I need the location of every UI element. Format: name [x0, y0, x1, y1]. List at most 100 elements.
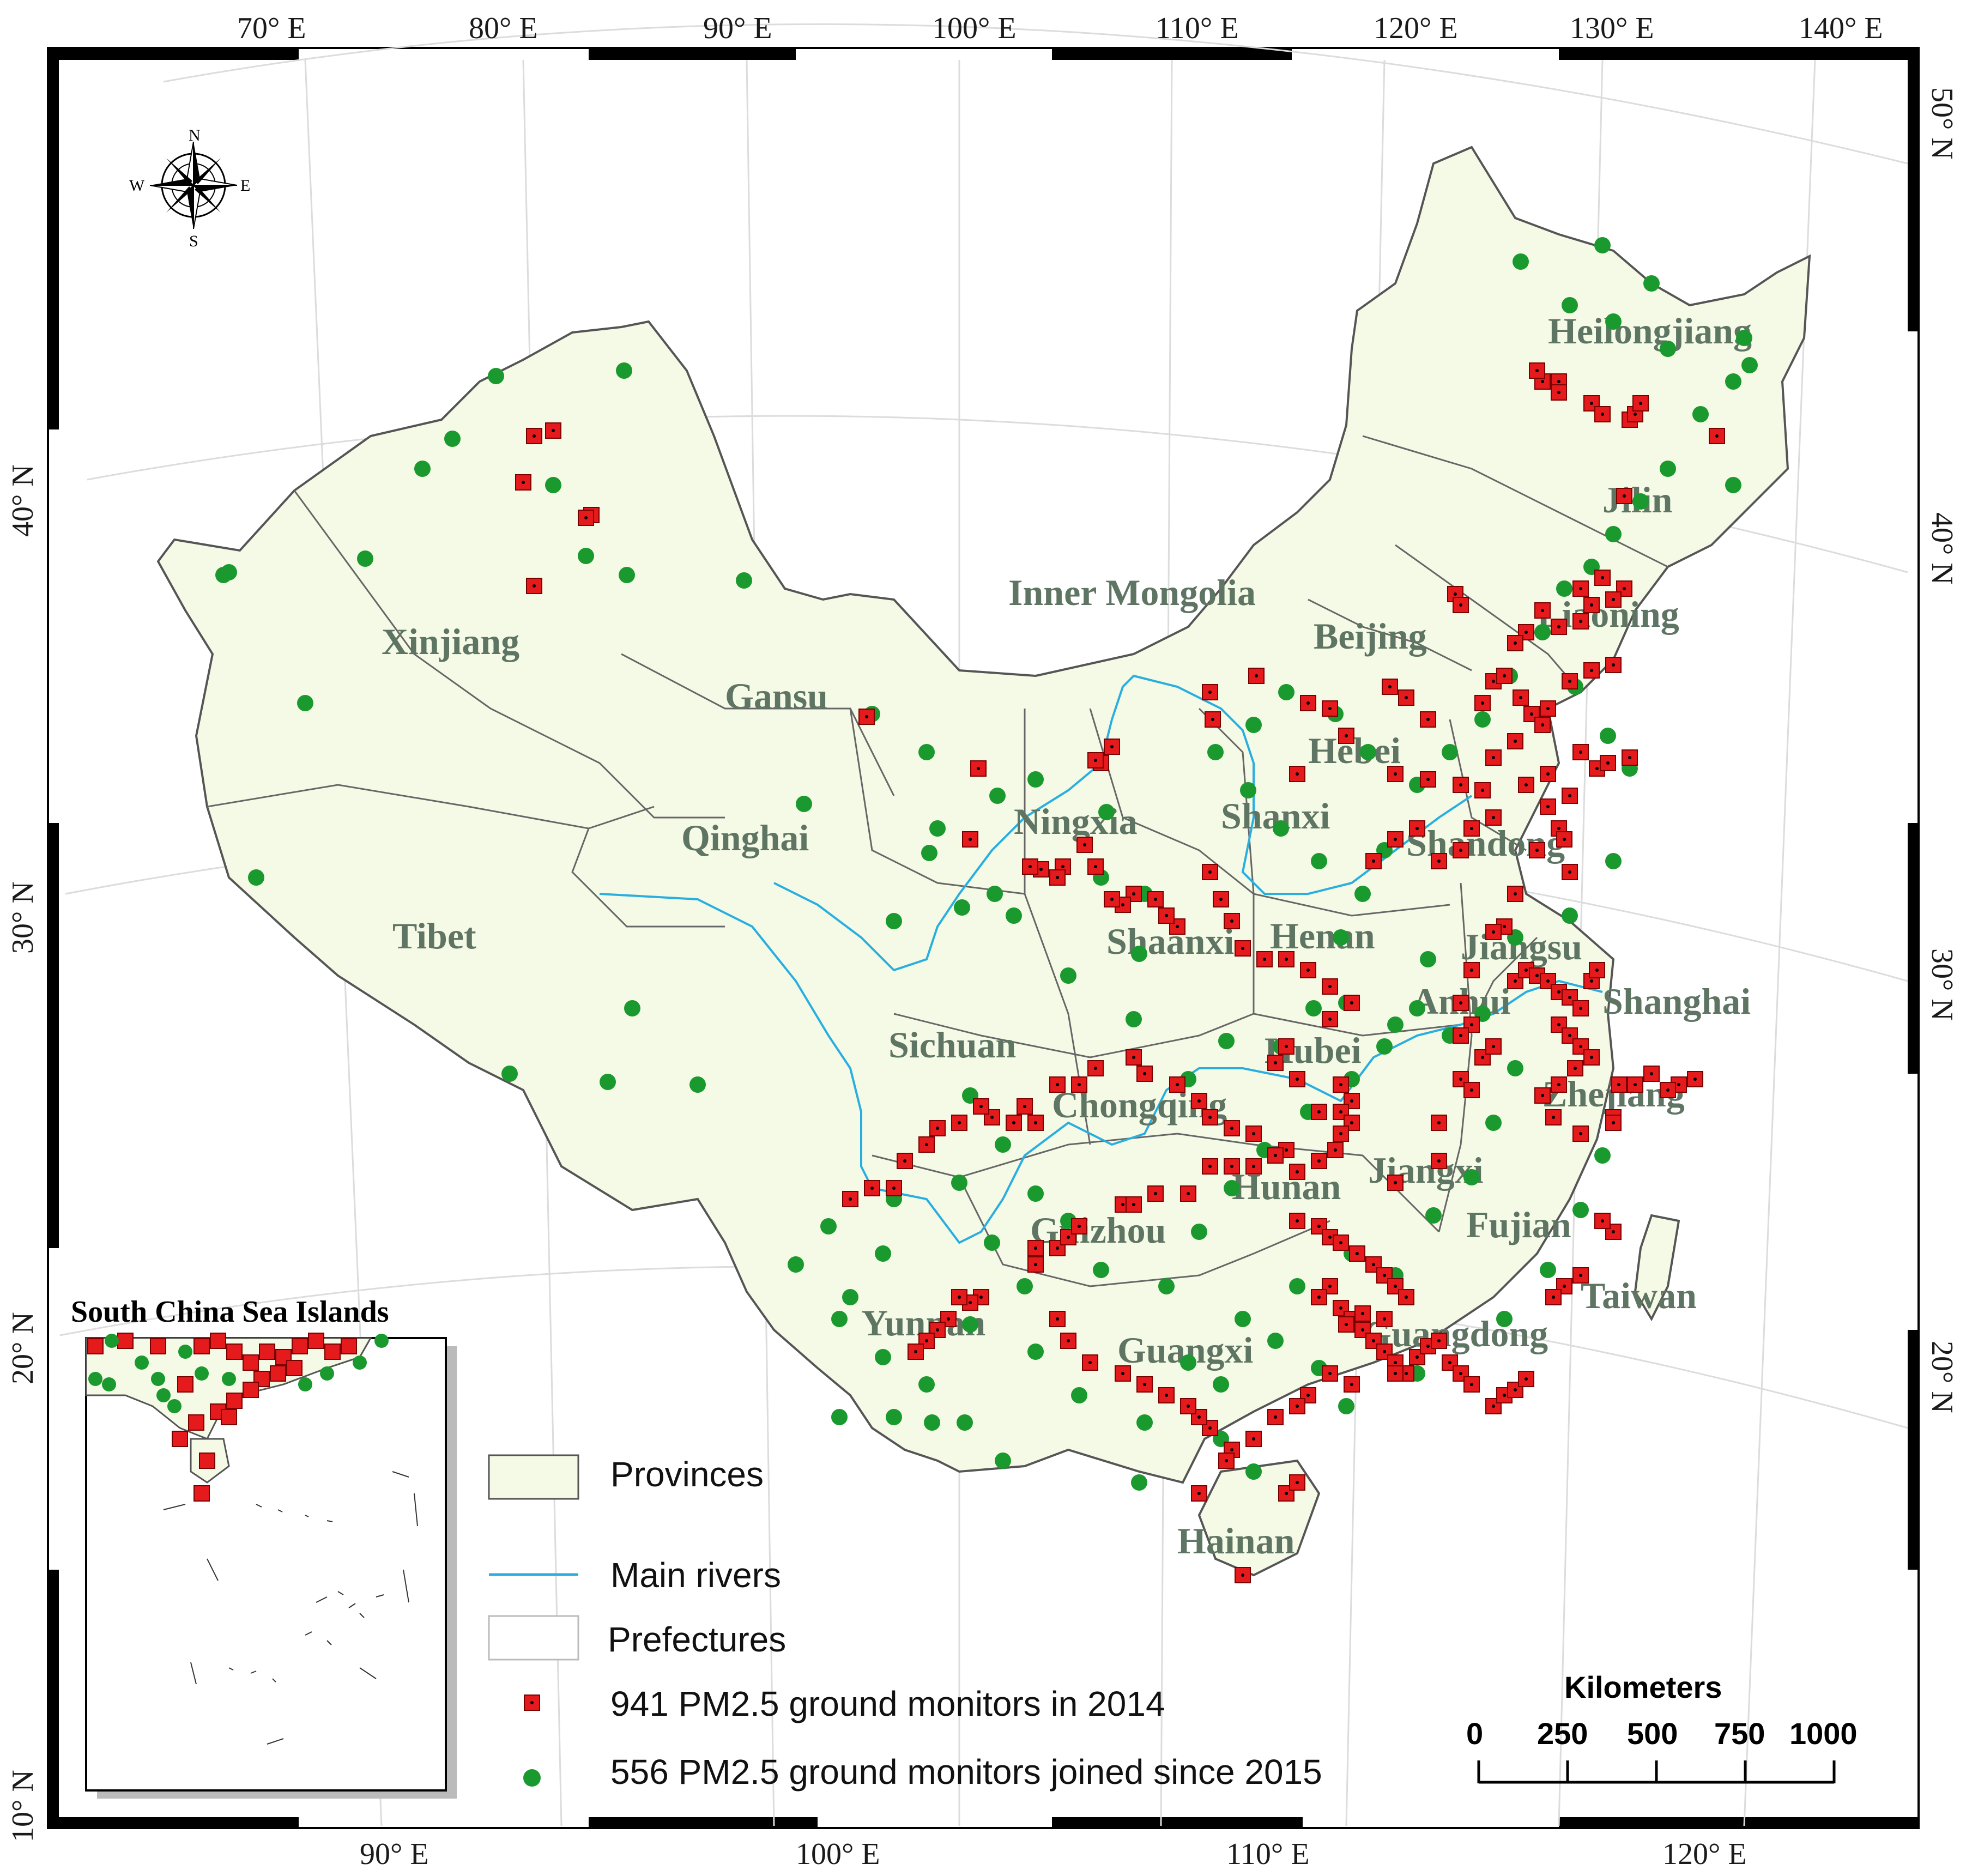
legend-prefectures: Prefectures — [608, 1620, 786, 1659]
monitor-2015-point — [886, 913, 902, 929]
monitor-2014-point — [1218, 1453, 1235, 1469]
monitor-2014-point — [1453, 1027, 1469, 1044]
monitor-2015-point — [1180, 1354, 1196, 1371]
monitor-2015-point — [1207, 744, 1224, 760]
monitor-2015-point — [1191, 1224, 1207, 1240]
monitor-2014-point — [1583, 1049, 1600, 1066]
monitor-2015-point — [736, 572, 752, 589]
monitor-2014-point — [1311, 1104, 1327, 1120]
monitor-2015-point — [1131, 946, 1147, 962]
right-tick-label: 20° N — [1925, 1341, 1959, 1413]
monitor-2014-point — [1289, 1071, 1305, 1087]
monitor-2015-point — [1027, 1344, 1044, 1360]
monitor-2015-point — [820, 1218, 837, 1234]
monitor-2015-point — [1235, 1311, 1251, 1327]
monitor-2014-point — [1115, 1365, 1131, 1382]
monitor-2014-point — [1267, 1409, 1284, 1425]
monitors-2015-layer — [215, 237, 1758, 1491]
monitor-2014-point — [1333, 1234, 1349, 1251]
monitor-2015-point — [924, 1414, 940, 1431]
monitor-2014-point — [1235, 940, 1251, 957]
monitor-2014-point — [1507, 635, 1523, 651]
china-landmass — [156, 146, 1811, 1484]
bottom-tick-label: 120° E — [1662, 1837, 1747, 1871]
monitor-2014-point — [858, 709, 875, 725]
monitor-2014-point — [1202, 1158, 1218, 1175]
monitor-2015-point — [1736, 330, 1752, 346]
monitor-2014-point — [1660, 1082, 1676, 1098]
monitor-2015-point — [1267, 1333, 1284, 1349]
monitor-2014-point — [1202, 1109, 1218, 1125]
monitor-2014-point — [1087, 858, 1104, 875]
scale-tick-0: 0 — [1466, 1716, 1483, 1751]
scale-tick-500: 500 — [1627, 1716, 1678, 1751]
monitor-2014-point — [1022, 858, 1038, 875]
monitor-2015-point — [624, 1000, 640, 1016]
monitor-2015-point — [1131, 1474, 1147, 1491]
monitor-2014-point — [1235, 1567, 1251, 1583]
monitor-2014-point — [1551, 1076, 1567, 1093]
monitor-2015-point — [619, 567, 635, 583]
compass-e: E — [240, 177, 250, 195]
monitor-2014-point — [1605, 1115, 1622, 1131]
monitor-2014-point — [1289, 1164, 1305, 1180]
inset-islands — [163, 1471, 418, 1745]
monitor-2014-point — [1158, 1387, 1175, 1403]
monitor-2014-point — [1398, 1289, 1414, 1305]
monitor-2014-point — [1338, 1316, 1354, 1333]
inset-monitor-2014-point — [270, 1365, 286, 1382]
monitor-2014-point — [1529, 842, 1545, 858]
monitor-2014-point — [1605, 657, 1622, 673]
inset-monitor-2015-point — [151, 1372, 165, 1386]
monitor-2014-point — [1311, 1289, 1327, 1305]
monitor-2014-point — [1463, 962, 1480, 978]
monitor-2014-point — [1474, 695, 1491, 711]
monitor-2015-point — [545, 477, 561, 493]
monitor-2014-point — [1267, 1055, 1284, 1071]
monitor-2014-point — [1322, 1365, 1338, 1382]
monitor-2014-point — [1213, 891, 1229, 907]
monitor-2015-point — [962, 1316, 978, 1333]
monitor-2014-point — [1540, 798, 1556, 815]
monitor-2015-point — [1600, 728, 1616, 744]
scale-ruler — [1477, 1760, 1836, 1784]
monitor-2014-point — [1562, 864, 1578, 880]
bottom-tick-label: 100° E — [796, 1837, 880, 1871]
monitor-2014-point — [1611, 1076, 1627, 1093]
label-henan: Henan — [1270, 915, 1375, 957]
monitor-2014-point — [1534, 602, 1551, 619]
monitor-2014-point — [1354, 1305, 1371, 1322]
monitor-2015-point — [1060, 967, 1076, 984]
monitor-2014-point — [1224, 1158, 1240, 1175]
monitor-2014-point — [1289, 1474, 1305, 1491]
top-tick-label: 80° E — [469, 11, 538, 45]
inset-monitor-2015-point — [135, 1355, 149, 1370]
monitor-2015-point — [1594, 1147, 1611, 1164]
legend-monitors-2014: 941 PM2.5 ground monitors in 2014 — [610, 1684, 1165, 1723]
taiwan-island — [1634, 1214, 1680, 1322]
label-xinjiang: Xinjiang — [382, 621, 519, 662]
monitor-2015-point — [1387, 1016, 1404, 1033]
monitor-2014-point — [1583, 597, 1600, 613]
monitor-2014-point — [1540, 766, 1556, 782]
monitor-2014-point — [951, 1115, 967, 1131]
monitor-2014-point — [1485, 749, 1502, 766]
legend-swatch-provinces — [488, 1454, 579, 1500]
monitor-2014-point — [1180, 1185, 1196, 1202]
bottom-tick-label: 90° E — [360, 1837, 429, 1871]
legend-provinces: Provinces — [610, 1455, 764, 1494]
monitor-2014-point — [1431, 1115, 1447, 1131]
monitor-2014-point — [1289, 1398, 1305, 1414]
monitor-2014-point — [515, 474, 531, 491]
monitor-2014-point — [1545, 1289, 1562, 1305]
monitor-2014-point — [1006, 1115, 1022, 1131]
label-taiwan: Taiwan — [1581, 1275, 1697, 1316]
monitor-2015-point — [1442, 744, 1458, 760]
inset-monitor-2014-point — [188, 1414, 204, 1431]
inset-monitor-2014-point — [226, 1393, 243, 1409]
right-tick-label: 30° N — [1925, 948, 1959, 1021]
label-inner-mongolia: Inner Mongolia — [1008, 572, 1256, 613]
bottom-longitude-labels: 90° E 100° E 110° E 120° E — [360, 1837, 1747, 1871]
monitor-2014-point — [1453, 995, 1469, 1011]
monitor-2014-point — [1376, 1311, 1393, 1327]
